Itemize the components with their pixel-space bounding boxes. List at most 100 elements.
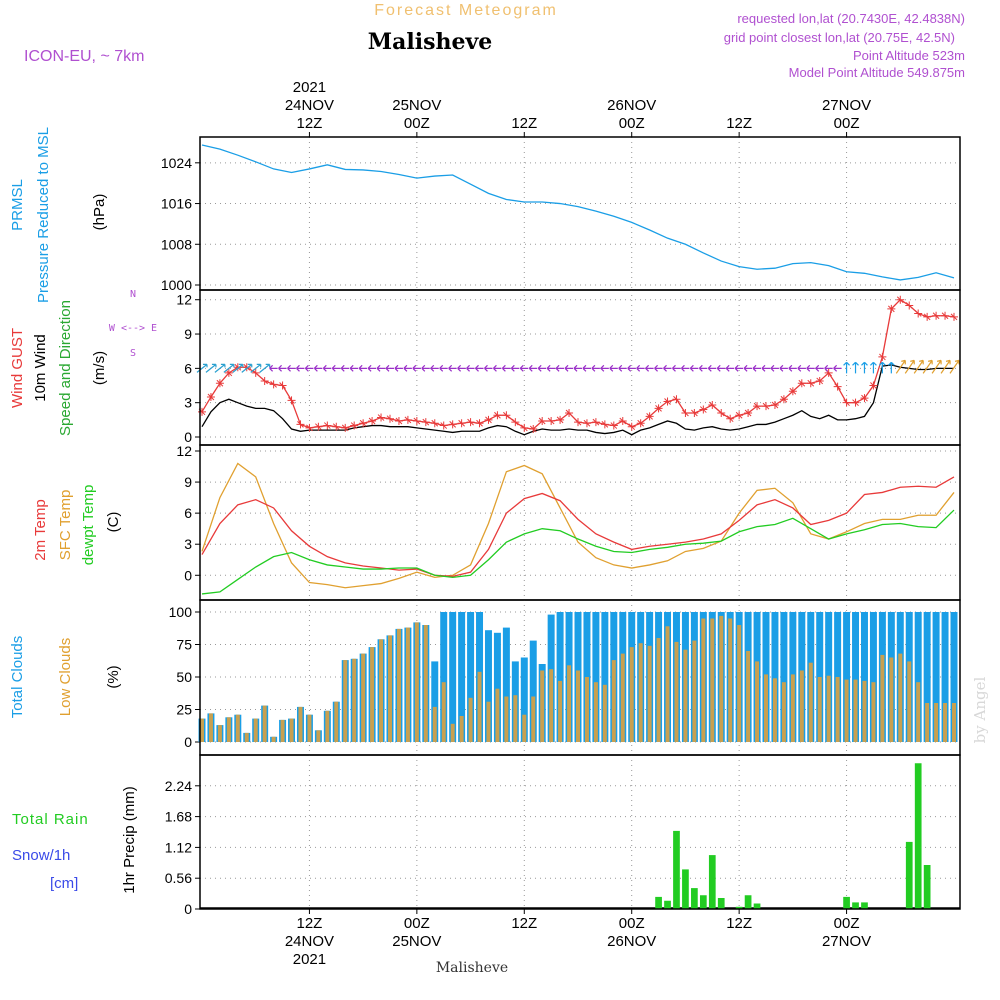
wind-direction-arrow xyxy=(241,363,253,373)
wind-gust-marker xyxy=(242,363,251,372)
footer-location: Malisheve xyxy=(436,960,508,976)
low-cloud-bar xyxy=(934,703,939,742)
wind-gust-marker xyxy=(869,381,878,390)
total-cloud-bar xyxy=(914,612,922,742)
wind-gust-marker xyxy=(394,416,403,425)
wind-direction-arrow xyxy=(394,364,403,372)
wind-gust-marker xyxy=(681,408,690,417)
pressure-labels: PRMSL Pressure Reduced to MSL (hPa) xyxy=(9,127,108,303)
wind-gust-marker xyxy=(905,301,914,310)
wind-direction-arrow xyxy=(895,359,906,374)
wind-gust-marker xyxy=(770,400,779,409)
direction-legend-we: W <--> E xyxy=(109,323,157,334)
low-cloud-bar xyxy=(289,718,294,742)
wind-gust-marker xyxy=(314,422,323,431)
sfc-temp-line xyxy=(201,462,955,589)
wind-gust-marker xyxy=(215,379,224,388)
wind-gust-marker xyxy=(484,415,493,424)
y-tick-label: 1024 xyxy=(161,155,192,171)
low-cloud-bar xyxy=(531,696,536,742)
wind-direction-arrow xyxy=(636,364,645,372)
y-tick-label: 6 xyxy=(184,360,192,376)
wind-direction-arrow xyxy=(214,363,226,373)
low-cloud-bar xyxy=(916,682,921,742)
top-time-label: 00Z xyxy=(619,115,645,132)
low-cloud-bar xyxy=(808,662,813,742)
low-cloud-bar xyxy=(889,657,894,742)
wind-gust-marker xyxy=(896,295,905,304)
wind-gust-marker xyxy=(439,421,448,430)
wind-gust-marker xyxy=(672,395,681,404)
low-cloud-bar xyxy=(576,670,580,742)
low-cloud-bar xyxy=(799,670,804,742)
total-cloud-bar xyxy=(484,630,492,742)
wind-gust-marker xyxy=(287,396,296,405)
low-cloud-bar xyxy=(352,658,357,742)
wind-direction-arrow xyxy=(475,364,484,372)
low-cloud-bar xyxy=(790,674,795,742)
wind-direction-arrow xyxy=(269,364,278,372)
wind-direction-arrow xyxy=(870,361,877,374)
wind-gust-marker xyxy=(842,398,851,407)
point-altitude: Point Altitude 523m xyxy=(853,48,965,63)
low-cloud-bar xyxy=(307,714,312,742)
wind-gust-marker xyxy=(529,424,538,433)
temp-sfc-label: SFC Temp xyxy=(57,490,74,561)
low-cloud-bar xyxy=(728,618,733,742)
low-cloud-bar xyxy=(898,653,903,742)
low-cloud-bar xyxy=(405,627,410,742)
low-cloud-bar xyxy=(871,682,876,742)
cloud-labels: Total Clouds Low Clouds (%) xyxy=(9,636,122,719)
y-tick-label: 2.24 xyxy=(165,778,192,794)
wind-direction-arrow xyxy=(296,364,305,372)
low-cloud-bar xyxy=(683,649,688,742)
wind-gust-marker xyxy=(350,421,359,430)
y-tick-label: 1.68 xyxy=(165,809,192,825)
wind-gust-marker xyxy=(323,421,332,430)
y-tick-label: 1016 xyxy=(161,196,192,212)
wind-gust-marker xyxy=(627,422,636,431)
low-cloud-bar xyxy=(844,679,849,742)
wind-direction-arrow xyxy=(510,364,520,372)
y-tick-label: 0 xyxy=(184,429,192,445)
wind-gust-marker xyxy=(923,312,932,321)
cloud-unit: (%) xyxy=(105,665,122,688)
wind-direction-arrow xyxy=(205,363,217,373)
total-cloud-bar xyxy=(431,661,439,742)
top-time-label: 24NOV xyxy=(285,97,334,114)
low-cloud-bar xyxy=(611,660,616,742)
wind-gust-marker xyxy=(296,420,305,429)
low-cloud-bar xyxy=(432,706,437,742)
total-cloud-bar xyxy=(449,612,457,742)
low-cloud-bar xyxy=(396,628,401,742)
low-cloud-bar xyxy=(200,718,204,742)
wind-direction-arrow xyxy=(313,364,323,372)
low-cloud-bar xyxy=(504,696,509,742)
low-cloud-bar xyxy=(477,671,482,742)
low-cloud-bar xyxy=(513,695,518,742)
dewpt-temp-line xyxy=(201,509,955,595)
low-cloud-bar xyxy=(853,679,858,742)
wind-direction-arrow xyxy=(707,364,717,372)
wind-direction-arrow xyxy=(331,364,341,372)
rain-bar xyxy=(708,855,716,909)
total-cloud-bar xyxy=(771,612,779,742)
low-cloud-bar xyxy=(235,714,240,742)
wind-gust-marker xyxy=(538,416,547,425)
wind-gust-marker xyxy=(744,408,753,417)
top-title: Forecast Meteogram xyxy=(374,2,558,19)
total-cloud-bar xyxy=(923,612,931,742)
low-cloud-bar xyxy=(379,639,384,742)
wind-gust-marker xyxy=(600,420,609,429)
wind-direction-arrow xyxy=(734,364,744,372)
wind-gust-marker xyxy=(475,419,484,428)
wind-gust-marker xyxy=(448,420,457,429)
wind-gust-marker xyxy=(941,311,950,320)
rain-bar xyxy=(923,865,931,909)
wind-gust-marker xyxy=(260,376,269,385)
wind-direction-arrow xyxy=(582,364,591,372)
model-altitude: Model Point Altitude 549.875m xyxy=(789,65,965,80)
low-cloud-bar xyxy=(737,625,742,742)
wind-direction-arrow xyxy=(887,361,895,374)
